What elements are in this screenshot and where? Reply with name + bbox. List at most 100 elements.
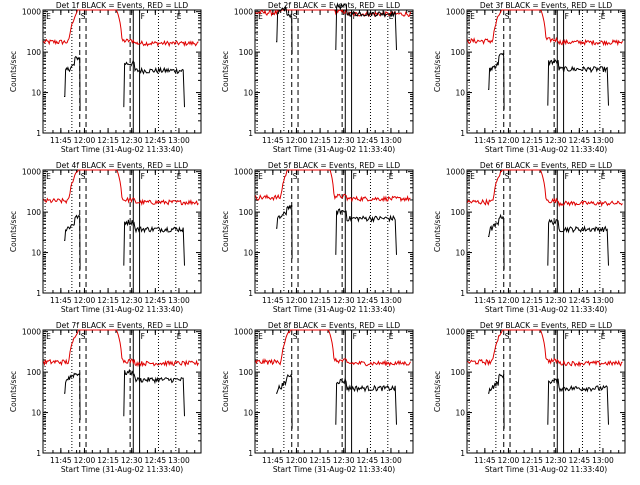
x-tick-label: 12:15 (521, 296, 543, 305)
plot-frame (466, 9, 626, 134)
marker-label: F (141, 12, 145, 21)
events-series-line (64, 214, 81, 270)
plot-frame (42, 169, 202, 294)
x-tick-label: 12:00 (74, 456, 96, 465)
marker-label: F (565, 332, 569, 341)
x-tick-label: 12:00 (498, 136, 520, 145)
marker-label: E (258, 12, 263, 21)
chart-panel-4: Det 4f BLACK = Events, RED = LLD 1000 100 1… (9, 161, 202, 314)
marker-label: E (601, 332, 606, 341)
plot-frame (42, 329, 202, 454)
events-series-line (488, 52, 505, 110)
x-axis-label: Start Time (31-Aug-02 11:33:40) (485, 145, 607, 154)
plot-frame (254, 9, 414, 134)
marker-label: E (470, 12, 475, 21)
x-tick-label: 13:00 (380, 136, 402, 145)
chart-title: Det 2f BLACK = Events, RED = LLD (268, 1, 401, 10)
lld-series-line (255, 329, 411, 367)
y-tick-label: 1000 (22, 168, 41, 177)
marker-label: F (141, 172, 145, 181)
y-tick-label: 10 (243, 89, 253, 98)
marker-label: E (258, 172, 263, 181)
y-tick-label: 1 (248, 129, 253, 138)
x-tick-label: 12:45 (357, 136, 379, 145)
x-tick-label: 11:45 (474, 296, 496, 305)
y-tick-label: 100 (27, 48, 42, 57)
x-tick-label: 13:00 (380, 296, 402, 305)
x-axis-label: Start Time (31-Aug-02 11:33:40) (273, 145, 395, 154)
marker-label: F (565, 172, 569, 181)
events-series-line (276, 373, 293, 429)
x-tick-label: 12:45 (145, 456, 167, 465)
plot-frame (254, 169, 414, 294)
x-tick-label: 11:45 (50, 456, 72, 465)
marker-label: E (46, 332, 51, 341)
x-tick-label: 11:45 (262, 296, 284, 305)
y-tick-label: 1 (248, 289, 253, 298)
events-series-line (547, 59, 609, 106)
events-series-line (276, 204, 293, 259)
x-tick-label: 13:00 (380, 456, 402, 465)
x-tick-label: 12:30 (121, 456, 143, 465)
lld-series-line (467, 9, 623, 47)
lld-series-line (43, 169, 199, 206)
y-tick-label: 1 (460, 289, 465, 298)
chart-title: Det 1f BLACK = Events, RED = LLD (56, 1, 189, 10)
events-series-line (547, 378, 609, 425)
events-series-line (547, 218, 609, 266)
chart-title: Det 4f BLACK = Events, RED = LLD (56, 161, 189, 170)
events-series-line (335, 2, 397, 51)
y-tick-label: 1 (36, 129, 41, 138)
chart-panel-1: Det 1f BLACK = Events, RED = LLD 1000 100 1… (9, 1, 202, 154)
marker-label: E (389, 172, 394, 181)
y-tick-label: 10 (455, 89, 465, 98)
events-series-line (335, 377, 397, 425)
y-tick-label: 10 (31, 89, 41, 98)
x-tick-label: 13:00 (592, 456, 614, 465)
marker-label: E (177, 12, 182, 21)
x-axis-label: Start Time (31-Aug-02 11:33:40) (273, 305, 395, 314)
x-tick-label: 13:00 (592, 296, 614, 305)
y-tick-label: 1000 (446, 328, 465, 337)
chart-title: Det 6f BLACK = Events, RED = LLD (480, 161, 613, 170)
x-tick-label: 12:45 (145, 136, 167, 145)
x-tick-label: 11:45 (50, 296, 72, 305)
x-tick-label: 11:45 (262, 456, 284, 465)
y-tick-label: 1000 (446, 8, 465, 17)
x-tick-label: 12:15 (97, 456, 119, 465)
lld-series-line (467, 329, 623, 368)
x-tick-label: 12:15 (521, 136, 543, 145)
x-tick-label: 12:45 (145, 296, 167, 305)
marker-label: E (601, 172, 606, 181)
marker-label: E (177, 172, 182, 181)
x-axis-label: Start Time (31-Aug-02 11:33:40) (61, 145, 183, 154)
x-tick-label: 12:00 (286, 296, 308, 305)
chart-title: Det 8f BLACK = Events, RED = LLD (268, 321, 401, 330)
marker-label: E (470, 172, 475, 181)
y-tick-label: 100 (239, 48, 254, 57)
events-series-line (488, 373, 505, 429)
events-series-line (123, 60, 185, 108)
x-tick-label: 13:00 (168, 456, 190, 465)
chart-panel-9: Det 9f BLACK = Events, RED = LLD 1000 100 1… (433, 321, 626, 474)
x-tick-label: 12:30 (545, 456, 567, 465)
marker-label: S (505, 12, 510, 21)
events-series-line (64, 371, 81, 421)
y-tick-label: 100 (239, 208, 254, 217)
marker-label: E (46, 12, 51, 21)
x-tick-label: 12:45 (357, 296, 379, 305)
y-tick-label: 10 (31, 409, 41, 418)
events-series-line (123, 368, 185, 417)
y-tick-label: 1000 (22, 328, 41, 337)
y-tick-label: 1 (460, 449, 465, 458)
x-tick-label: 12:30 (545, 296, 567, 305)
events-series-line (276, 5, 293, 55)
x-tick-label: 12:30 (121, 136, 143, 145)
y-tick-label: 1000 (234, 328, 253, 337)
x-tick-label: 12:45 (569, 136, 591, 145)
y-tick-label: 1 (460, 129, 465, 138)
y-tick-label: 100 (451, 368, 466, 377)
x-tick-label: 12:45 (357, 456, 379, 465)
y-axis-label: Counts/sec (221, 371, 230, 412)
